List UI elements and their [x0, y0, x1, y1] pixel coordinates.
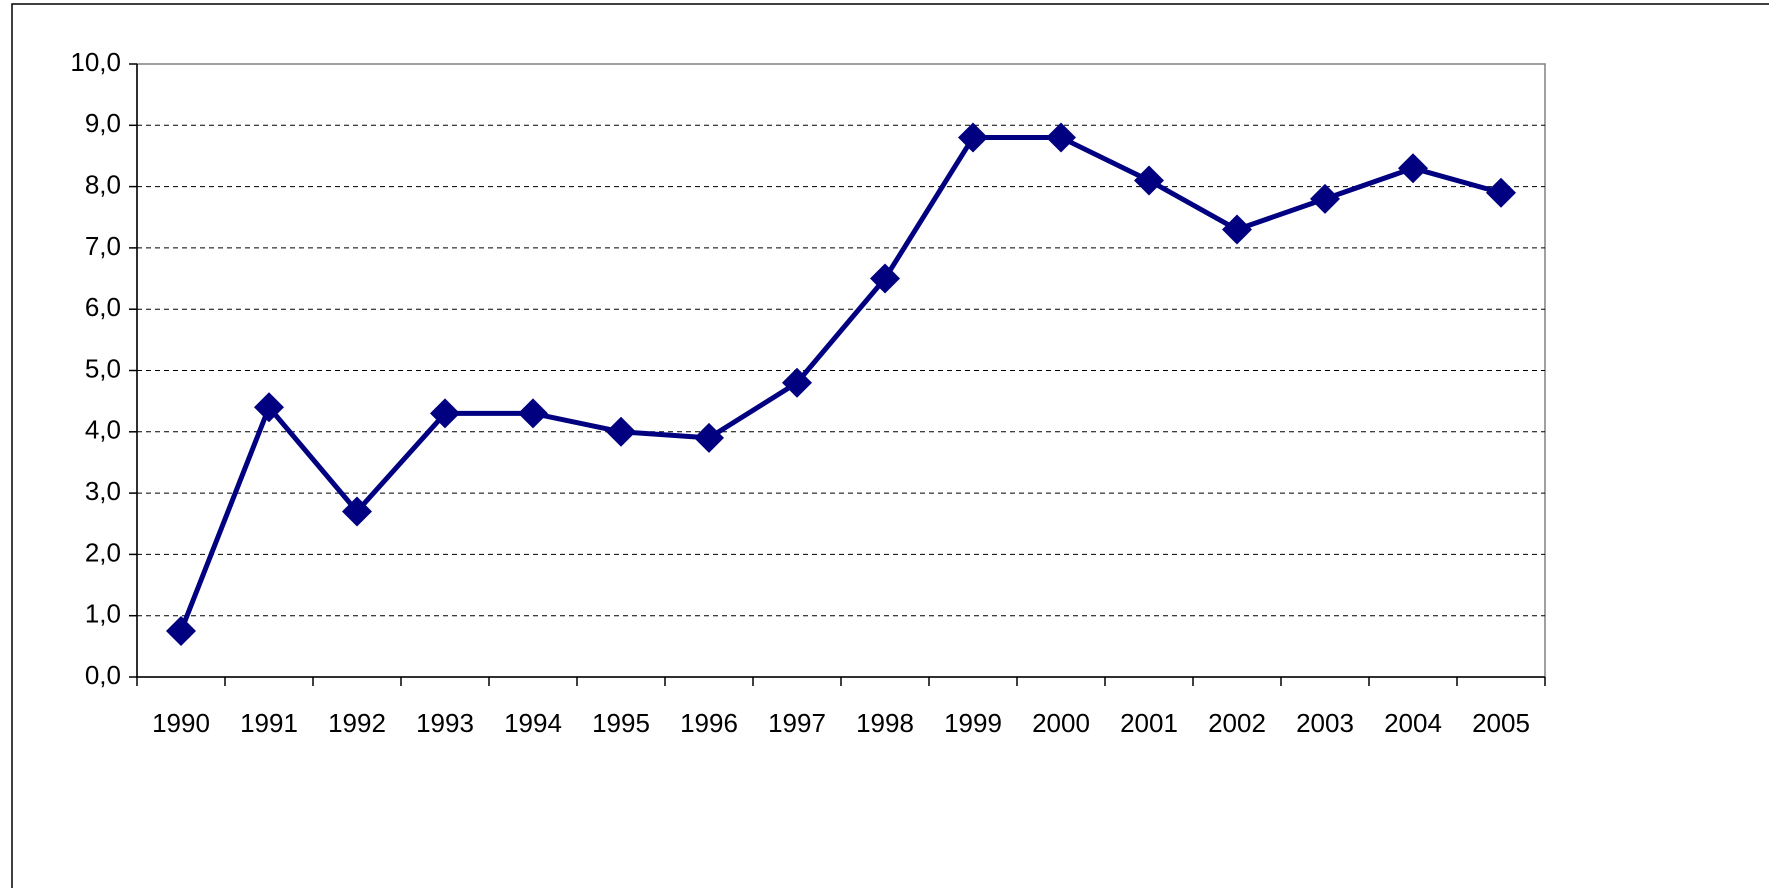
- x-tick-label: 1991: [240, 708, 298, 738]
- x-tick-label: 2003: [1296, 708, 1354, 738]
- x-tick-label: 1994: [504, 708, 562, 738]
- x-tick-label: 1992: [328, 708, 386, 738]
- y-tick-label: 4,0: [85, 415, 121, 445]
- marker: [870, 263, 900, 294]
- marker: [1046, 122, 1076, 153]
- x-tick-label: 2000: [1032, 708, 1090, 738]
- marker: [694, 422, 724, 453]
- marker: [782, 367, 812, 398]
- y-tick-label: 7,0: [85, 231, 121, 261]
- marker: [1222, 214, 1252, 245]
- marker: [958, 122, 988, 153]
- marker: [254, 392, 284, 423]
- x-tick-label: 1993: [416, 708, 474, 738]
- marker: [1486, 177, 1516, 208]
- y-tick-label: 2,0: [85, 537, 121, 567]
- marker: [606, 416, 636, 447]
- series-line: [178, 135, 1502, 632]
- marker: [166, 616, 196, 647]
- x-tick-label: 1997: [768, 708, 826, 738]
- marker: [342, 496, 372, 527]
- x-tick-label: 2004: [1384, 708, 1442, 738]
- x-tick-label: 2002: [1208, 708, 1266, 738]
- x-tick-label: 1990: [152, 708, 210, 738]
- y-tick-label: 1,0: [85, 599, 121, 629]
- x-tick-label: 1998: [856, 708, 914, 738]
- y-tick-label: 3,0: [85, 476, 121, 506]
- x-tick-label: 1999: [944, 708, 1002, 738]
- marker: [518, 398, 548, 429]
- x-tick-label: 1996: [680, 708, 738, 738]
- marker: [1310, 183, 1340, 214]
- x-tick-label: 2001: [1120, 708, 1178, 738]
- x-tick-label: 1995: [592, 708, 650, 738]
- y-tick-label: 10,0: [70, 47, 121, 77]
- y-tick-label: 5,0: [85, 353, 121, 383]
- y-tick-label: 6,0: [85, 292, 121, 322]
- marker: [430, 398, 460, 429]
- x-tick-label: 2005: [1472, 708, 1530, 738]
- chart-frame: [11, 3, 1769, 888]
- y-tick-label: 0,0: [85, 660, 121, 690]
- y-tick-label: 8,0: [85, 169, 121, 199]
- y-tick-label: 9,0: [85, 108, 121, 138]
- marker: [1398, 153, 1428, 184]
- marker: [1134, 165, 1164, 196]
